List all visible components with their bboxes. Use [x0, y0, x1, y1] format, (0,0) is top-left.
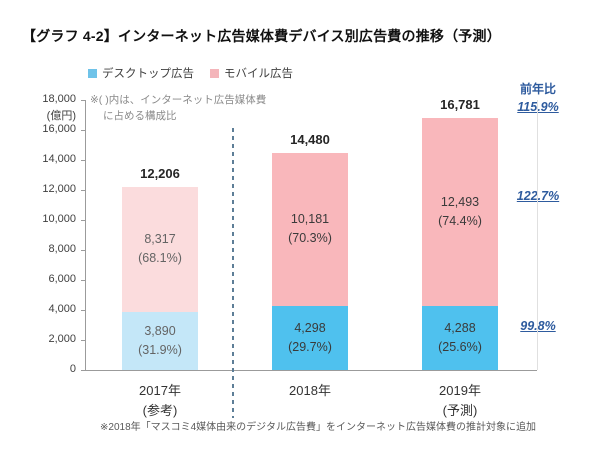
bar-segment-desktop	[272, 305, 348, 370]
y-axis-unit-label: (億円)	[46, 110, 76, 122]
bar-segment-mobile	[422, 118, 498, 306]
mobile-value-label: 12,493 (74.4%)	[438, 194, 482, 228]
y-tick-label: 14,000	[42, 153, 76, 165]
y-tick-mark	[81, 100, 85, 101]
y-tick-label: 0	[69, 363, 76, 375]
desktop-value-label: 3,890 (31.9%)	[138, 323, 182, 357]
y-tick-mark	[81, 280, 85, 281]
note-line-2: に占める構成比	[103, 110, 177, 122]
bar-segment-mobile	[272, 152, 348, 306]
x-axis-category-label: 2019年	[439, 383, 481, 398]
y-tick-label: 10,000	[42, 213, 76, 225]
x-axis-category-label: 2018年	[289, 383, 331, 398]
yoy-total-value: 115.9%	[517, 100, 559, 114]
y-tick-label: 6,000	[48, 273, 76, 285]
desktop-legend-swatch	[88, 68, 97, 78]
desktop-value-label: 4,288 (25.6%)	[438, 320, 482, 354]
y-tick-mark	[81, 190, 85, 191]
mobile-legend-swatch	[210, 68, 219, 78]
x-axis-category-sublabel: (参考)	[142, 403, 178, 418]
y-tick-label: 16,000	[42, 123, 76, 135]
footnote: ※2018年「マスコミ4媒体由来のデジタル広告費」をインターネット広告媒体費の推…	[100, 422, 536, 433]
mobile-value-label: 10,181 (70.3%)	[288, 212, 332, 246]
bar-segment-mobile	[122, 186, 198, 312]
desktop-value-label: 4,298 (29.7%)	[288, 320, 332, 354]
plot-right-border	[537, 100, 538, 370]
y-tick-label: 8,000	[48, 243, 76, 255]
mobile-legend-label: モバイル広告	[224, 68, 293, 80]
note-line-1: ※( )内は、インターネット広告媒体費	[90, 94, 267, 106]
bar-total-label: 14,480	[290, 131, 330, 147]
legend-item-mobile: モバイル広告	[210, 65, 293, 81]
mobile-value-label: 8,317 (68.1%)	[138, 232, 182, 266]
x-axis-category-sublabel: (予測)	[442, 403, 478, 418]
y-tick-mark	[81, 130, 85, 131]
y-tick-mark	[81, 340, 85, 341]
desktop-legend-label: デスクトップ広告	[102, 68, 194, 80]
y-tick-mark	[81, 310, 85, 311]
legend-item-desktop: デスクトップ広告	[88, 65, 194, 81]
bar-total-label: 12,206	[140, 165, 180, 181]
bar-total-label: 16,781	[440, 97, 480, 113]
y-tick-mark	[81, 160, 85, 161]
x-axis-category-label: 2017年	[139, 383, 181, 398]
y-tick-label: 18,000	[42, 93, 76, 105]
actual-forecast-divider	[232, 128, 234, 418]
y-axis	[85, 100, 86, 370]
yoy-header: 前年比	[519, 82, 556, 96]
y-tick-mark	[81, 250, 85, 251]
y-tick-label: 2,000	[48, 333, 76, 345]
legend: デスクトップ広告 モバイル広告	[88, 65, 293, 81]
y-tick-label: 12,000	[42, 183, 76, 195]
x-axis	[85, 370, 537, 371]
yoy-mobile-value: 122.7%	[516, 189, 560, 203]
y-tick-label: 4,000	[48, 303, 76, 315]
chart-title: 【グラフ 4-2】インターネット広告媒体費デバイス別広告費の推移（予測）	[22, 28, 501, 44]
y-tick-mark	[81, 220, 85, 221]
bar-segment-desktop	[122, 311, 198, 370]
composition-note: ※( )内は、インターネット広告媒体費 に占める構成比	[90, 92, 266, 124]
y-tick-mark	[81, 370, 85, 371]
bar-segment-desktop	[422, 305, 498, 370]
